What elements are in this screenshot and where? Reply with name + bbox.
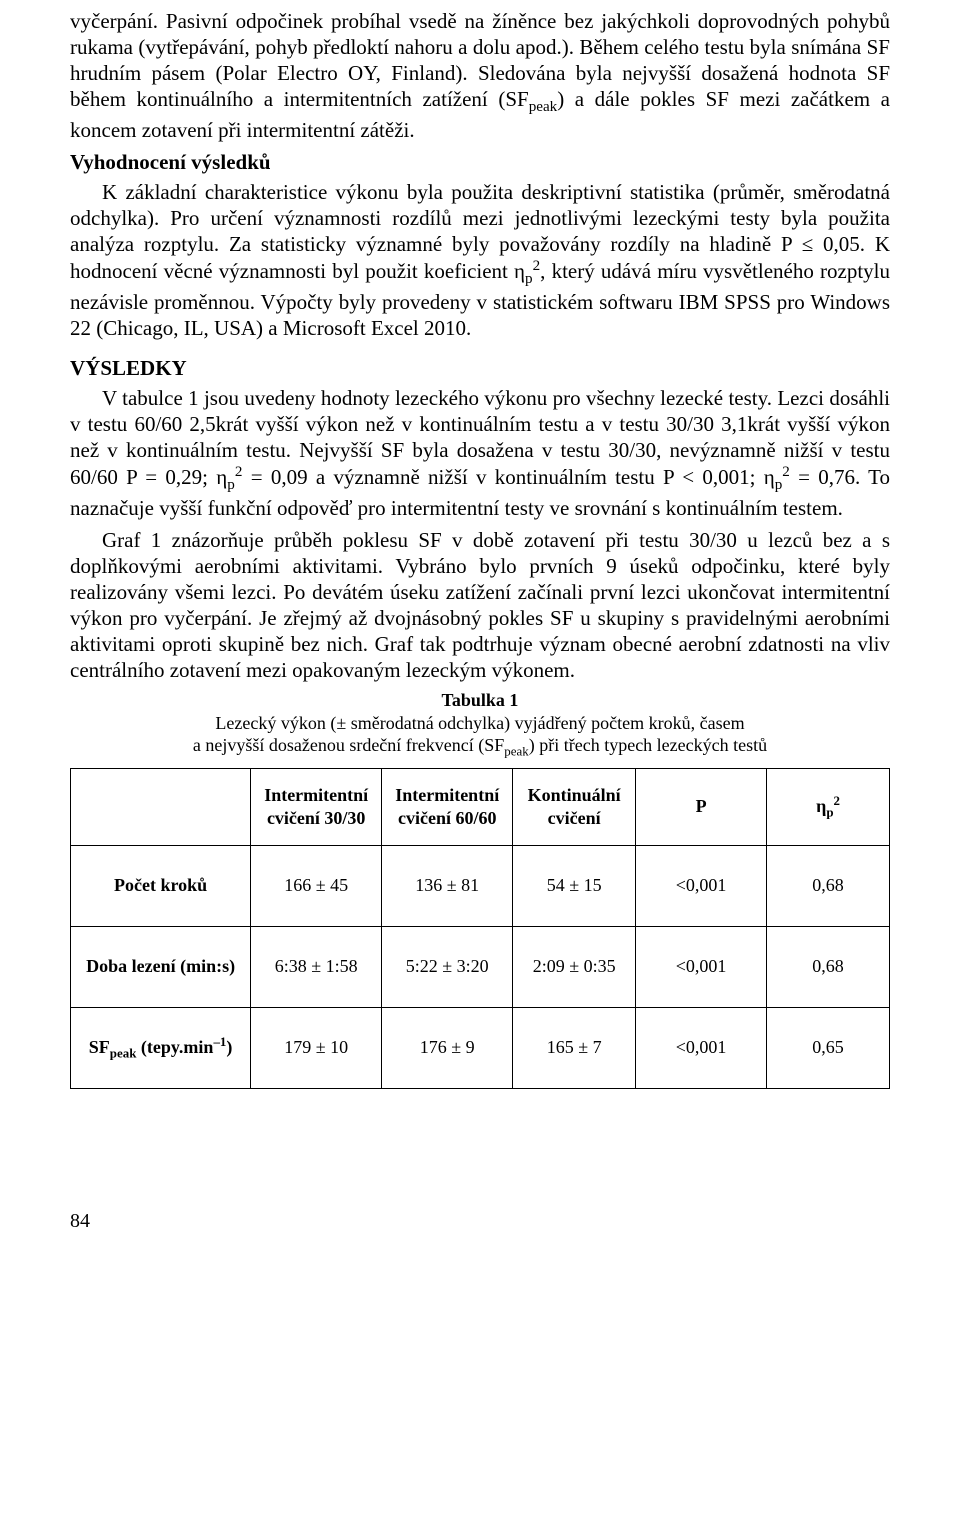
- table-title: Tabulka 1: [442, 690, 519, 710]
- eta-p-sub: p: [525, 271, 533, 287]
- row-label: Počet kroků: [71, 845, 251, 926]
- th-kont-a: Kontinuální: [528, 785, 621, 805]
- vysl-text-b: = 0,09 a významně nižší v kontinuálním t…: [242, 465, 774, 489]
- sf-label-sub: peak: [110, 1045, 137, 1060]
- th-inter-60-b: cvičení 60/60: [398, 808, 496, 828]
- sf-label-a: SF: [89, 1037, 110, 1057]
- paragraph-intro: vyčerpání. Pasivní odpočinek probíhal vs…: [70, 8, 890, 143]
- th-eta-sym: η: [816, 796, 826, 816]
- th-inter-30: Intermitentní cvičení 30/30: [251, 768, 382, 845]
- subhead-vyhodnoceni: Vyhodnocení výsledků: [70, 149, 890, 175]
- eta-p-sub-1: p: [227, 478, 235, 494]
- page-container: vyčerpání. Pasivní odpočinek probíhal vs…: [0, 0, 960, 1264]
- th-p: P: [636, 768, 767, 845]
- table-caption-peak-sub: peak: [504, 744, 528, 759]
- cell: 165 ± 7: [513, 1007, 636, 1088]
- eta-2-sup-2: 2: [782, 464, 790, 480]
- th-inter-30-b: cvičení 30/30: [267, 808, 365, 828]
- table-caption-line2a: a nejvyšší dosaženou srdeční frekvencí (…: [193, 735, 504, 755]
- sf-peak-sub: peak: [529, 99, 558, 115]
- table-row: Počet kroků 166 ± 45 136 ± 81 54 ± 15 <0…: [71, 845, 890, 926]
- table-caption-line2b: ) při třech typech lezeckých testů: [529, 735, 767, 755]
- paragraph-vysledky-1: V tabulce 1 jsou uvedeny hodnoty lezecké…: [70, 385, 890, 521]
- cell: <0,001: [636, 1007, 767, 1088]
- paragraph-vysledky-2: Graf 1 znázorňuje průběh poklesu SF v do…: [70, 527, 890, 683]
- cell: 0,68: [767, 845, 890, 926]
- th-inter-60: Intermitentní cvičení 60/60: [382, 768, 513, 845]
- table-row: SFpeak (tepy.min–1) 179 ± 10 176 ± 9 165…: [71, 1007, 890, 1088]
- th-kont: Kontinuální cvičení: [513, 768, 636, 845]
- th-kont-b: cvičení: [548, 808, 601, 828]
- cell: <0,001: [636, 926, 767, 1007]
- row-label: Doba lezení (min:s): [71, 926, 251, 1007]
- sf-label-c: ): [226, 1037, 232, 1057]
- table-header-row: Intermitentní cvičení 30/30 Intermitentn…: [71, 768, 890, 845]
- cell: 54 ± 15: [513, 845, 636, 926]
- cell: 6:38 ± 1:58: [251, 926, 382, 1007]
- paragraph-vyhodnoceni: K základní charakteristice výkonu byla p…: [70, 179, 890, 341]
- section-vysledky: VÝSLEDKY: [70, 355, 890, 381]
- cell: 0,68: [767, 926, 890, 1007]
- th-empty: [71, 768, 251, 845]
- results-table: Intermitentní cvičení 30/30 Intermitentn…: [70, 768, 890, 1089]
- th-inter-60-a: Intermitentní: [395, 785, 499, 805]
- sf-label-sup: –1: [213, 1034, 226, 1049]
- page-number: 84: [70, 1209, 890, 1234]
- cell: 0,65: [767, 1007, 890, 1088]
- th-inter-30-a: Intermitentní: [264, 785, 368, 805]
- cell: 179 ± 10: [251, 1007, 382, 1088]
- th-eta-sup: 2: [834, 793, 840, 808]
- cell: 176 ± 9: [382, 1007, 513, 1088]
- cell: <0,001: [636, 845, 767, 926]
- cell: 166 ± 45: [251, 845, 382, 926]
- table-caption: Tabulka 1 Lezecký výkon (± směrodatná od…: [70, 689, 890, 759]
- th-eta-sub: p: [826, 804, 833, 819]
- cell: 2:09 ± 0:35: [513, 926, 636, 1007]
- row-label-sf: SFpeak (tepy.min–1): [71, 1007, 251, 1088]
- cell: 136 ± 81: [382, 845, 513, 926]
- th-eta: ηp2: [767, 768, 890, 845]
- table-row: Doba lezení (min:s) 6:38 ± 1:58 5:22 ± 3…: [71, 926, 890, 1007]
- cell: 5:22 ± 3:20: [382, 926, 513, 1007]
- table-caption-line1: Lezecký výkon (± směrodatná odchylka) vy…: [215, 713, 744, 733]
- sf-label-b: (tepy.min: [136, 1037, 213, 1057]
